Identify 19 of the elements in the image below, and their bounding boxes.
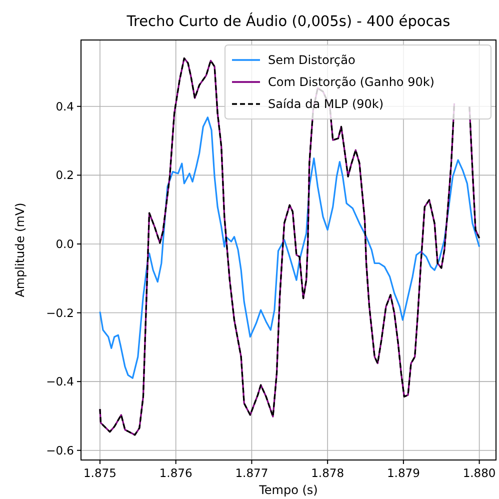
y-axis-title: Amplitude (mV)	[13, 202, 27, 298]
y-tick-label: −0.2	[46, 306, 74, 320]
legend-label: Com Distorção (Ganho 90k)	[268, 75, 434, 89]
y-tick-label: 0.4	[56, 99, 74, 114]
line-series	[99, 116, 480, 379]
x-tick-label: 1.880	[462, 466, 496, 480]
chart-title: Trecho Curto de Áudio (0,005s) - 400 épocas	[126, 12, 450, 30]
x-tick-label: 1.879	[386, 466, 420, 480]
x-tick-label: 1.875	[84, 466, 116, 480]
legend-label: Sem Distorção	[268, 53, 356, 67]
x-tick-label: 1.878	[311, 466, 344, 480]
y-tick-label: 0.2	[56, 168, 74, 182]
legend-label: Saída da MLP (90k)	[268, 97, 384, 111]
y-tick-label: 0.0	[56, 236, 74, 251]
x-tick-label: 1.877	[235, 466, 268, 480]
y-tick-label: −0.4	[46, 374, 74, 389]
x-tick-label: 1.876	[159, 466, 192, 480]
y-tick-label: −0.6	[46, 443, 74, 458]
x-axis-title: Tempo (s)	[258, 483, 318, 497]
